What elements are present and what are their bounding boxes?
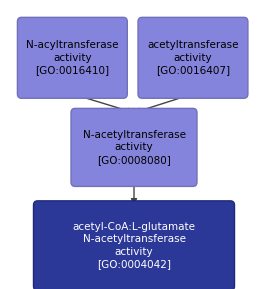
FancyBboxPatch shape: [71, 108, 197, 186]
FancyBboxPatch shape: [138, 17, 248, 98]
Text: acetyl-CoA:L-glutamate
N-acetyltransferase
activity
[GO:0004042]: acetyl-CoA:L-glutamate N-acetyltransfera…: [73, 222, 195, 269]
Text: acetyltransferase
activity
[GO:0016407]: acetyltransferase activity [GO:0016407]: [147, 40, 239, 75]
Text: N-acetyltransferase
activity
[GO:0008080]: N-acetyltransferase activity [GO:0008080…: [83, 130, 185, 165]
Text: N-acyltransferase
activity
[GO:0016410]: N-acyltransferase activity [GO:0016410]: [26, 40, 119, 75]
FancyBboxPatch shape: [34, 201, 234, 289]
FancyBboxPatch shape: [17, 17, 127, 98]
